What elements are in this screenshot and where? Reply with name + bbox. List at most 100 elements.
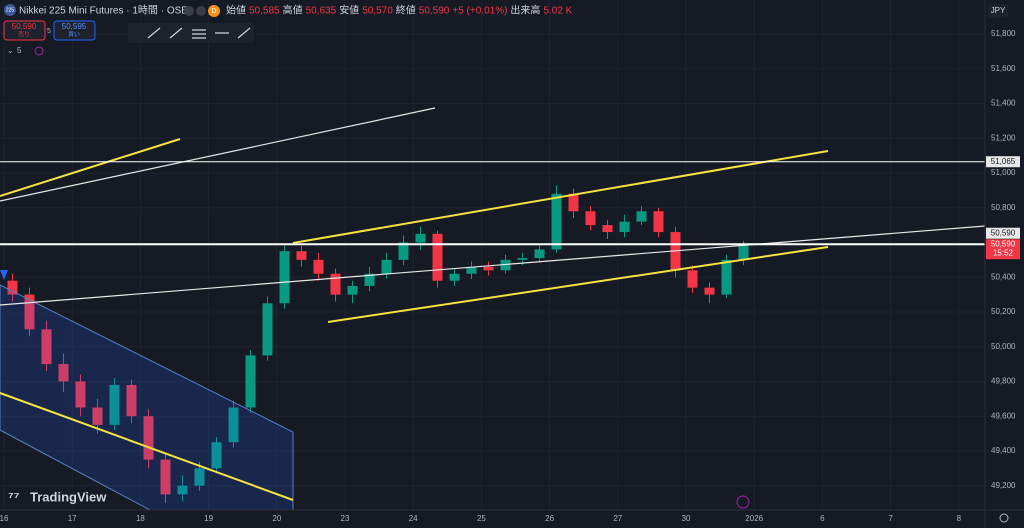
currency-box[interactable]	[988, 4, 1008, 18]
candle-body	[262, 303, 273, 356]
drawing-toolbar[interactable]	[128, 23, 254, 43]
candle-body	[551, 193, 562, 250]
x-tick-label: 18	[136, 514, 145, 523]
y-tick-label: 51,400	[991, 99, 1016, 108]
candle-body	[585, 211, 596, 226]
settings-icon[interactable]	[999, 513, 1009, 523]
y-tick-label: 51,600	[991, 64, 1016, 73]
candle-body	[415, 233, 426, 243]
candle-body	[279, 251, 290, 304]
sell-price: 50,590	[12, 22, 37, 31]
ohlc-text: 安値	[339, 4, 359, 17]
candle-body	[398, 242, 409, 260]
ohlc-text: 50,570	[362, 6, 393, 17]
logo-text: 225	[6, 7, 15, 13]
ohlc-text: +5 (+0.01%)	[452, 6, 507, 17]
candle-body	[466, 266, 477, 274]
candle-body	[177, 485, 188, 495]
toolbar-icons	[147, 27, 251, 39]
indicator-icon	[34, 46, 44, 56]
candle-body	[483, 266, 494, 271]
ohlc-text: 50,635	[306, 6, 337, 17]
currency: JPY	[991, 6, 1006, 15]
candle-body	[143, 416, 154, 460]
candle-body	[245, 355, 256, 408]
buy-price: 50,595	[62, 22, 87, 31]
y-tick-label: 49,800	[991, 377, 1016, 386]
badge	[208, 5, 220, 17]
y-tick-label: 49,600	[991, 411, 1016, 420]
countdown: 15:52	[993, 248, 1014, 257]
ohlc-text: 5.02 K	[543, 6, 572, 17]
ohlc-text: 50,590	[419, 6, 450, 17]
ohlc-text: 終値	[396, 4, 416, 17]
candle-body	[619, 221, 630, 233]
candle-body	[126, 384, 137, 417]
y-tick-label: 50,000	[991, 342, 1016, 351]
overlay	[0, 161, 985, 246]
y-tick-label: 51,200	[991, 133, 1016, 142]
candle-body	[432, 233, 443, 281]
sell-button[interactable]	[3, 20, 46, 41]
event-icon	[736, 495, 750, 509]
candle-body	[364, 273, 375, 286]
candle-body	[347, 285, 358, 295]
arrow-marker	[0, 270, 8, 280]
trend-line	[327, 246, 829, 323]
spread: 5	[47, 28, 51, 35]
trend-line	[0, 392, 294, 501]
candle-body	[500, 259, 511, 271]
x-tick-label: 26	[545, 514, 554, 523]
candle-body	[24, 294, 35, 330]
indicator-count: 5	[17, 46, 22, 55]
trend-line	[292, 150, 829, 244]
ohlc-text: 50,585	[249, 6, 280, 17]
ohlc-text: 高値	[283, 4, 303, 17]
candle-body	[517, 258, 528, 260]
candle-body	[653, 211, 664, 233]
y-tick-label: 50,400	[991, 272, 1016, 281]
trend-line	[0, 107, 436, 202]
candle-body	[296, 251, 307, 260]
candle-body	[449, 273, 460, 281]
y-tick-label: 51,800	[991, 29, 1016, 38]
candle-body	[194, 468, 205, 486]
candle-body	[92, 407, 103, 425]
x-tick-label: 8	[957, 514, 962, 523]
trend-line	[0, 225, 986, 306]
x-tick-label: 24	[409, 514, 418, 523]
price-label-box	[986, 227, 1020, 239]
candle-body	[330, 273, 341, 295]
logo	[4, 4, 16, 16]
x-tick-label: 25	[477, 514, 486, 523]
last-price: 50,590	[991, 239, 1016, 248]
y-tick-label: 49,400	[991, 446, 1016, 455]
x-tick-label: 7	[888, 514, 893, 523]
candle-body	[687, 270, 698, 288]
candle-body	[602, 225, 613, 233]
last-price-box	[986, 239, 1020, 260]
y-tick-label: 49,200	[991, 481, 1016, 490]
price-label: 51,065	[991, 157, 1016, 166]
buy-label: 買い	[68, 32, 80, 39]
brand: TradingView	[30, 489, 107, 504]
x-tick-label: 6	[820, 514, 825, 523]
sell-label: 売り	[18, 31, 30, 39]
collapse[interactable]: ⌄	[7, 46, 14, 55]
price-label-box	[986, 156, 1020, 168]
candle-body	[738, 244, 749, 260]
badge-text: D	[211, 8, 216, 15]
status	[196, 6, 206, 16]
price-axis: 49,200 49,400 49,600 49,800 50,000 50,200 50,4…	[0, 29, 1020, 523]
candle-body	[381, 259, 392, 274]
brand-mark: ⁷⁷	[8, 489, 20, 505]
ohlc-legend: 始値 50,585 高値 50,635 安値 50,570 終値 50,590 +5 (+0.0…	[226, 4, 573, 17]
candle-body	[41, 329, 52, 365]
trend-line	[0, 138, 181, 197]
buy-button[interactable]	[53, 20, 96, 41]
candle-body	[160, 459, 171, 495]
x-tick-label: 20	[272, 514, 281, 523]
candle-body	[534, 249, 545, 259]
candle-body	[721, 259, 732, 295]
